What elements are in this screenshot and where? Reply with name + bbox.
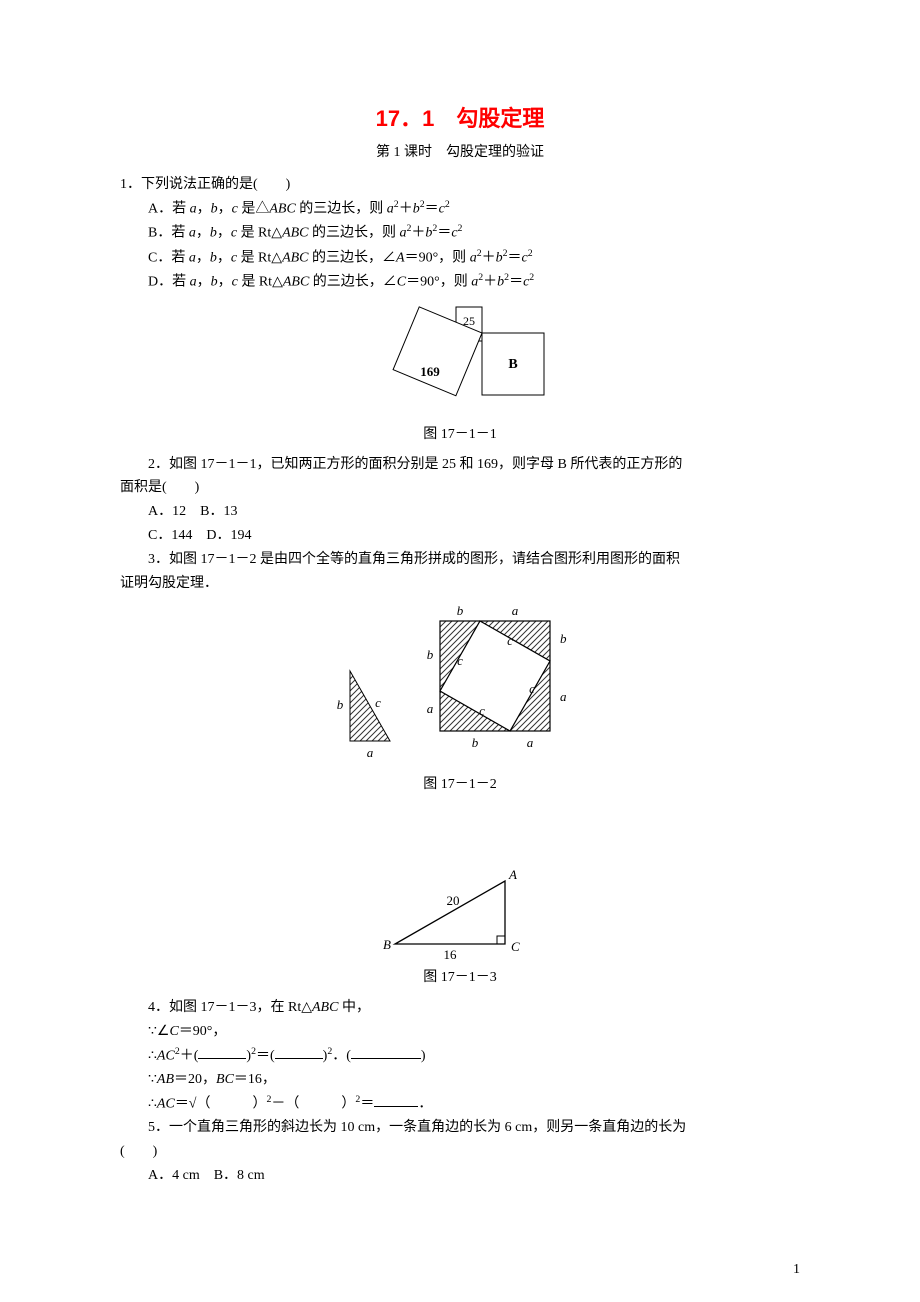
svg-text:20: 20 xyxy=(447,893,460,908)
svg-text:b: b xyxy=(337,697,344,712)
svg-text:c: c xyxy=(529,681,535,696)
svg-text:a: a xyxy=(512,603,519,618)
svg-text:b: b xyxy=(472,735,479,750)
svg-text:b: b xyxy=(427,647,434,662)
svg-text:c: c xyxy=(507,633,513,648)
svg-text:A: A xyxy=(508,869,517,882)
section-title: 17．1 勾股定理 xyxy=(120,100,800,137)
svg-text:a: a xyxy=(527,735,534,750)
q2-stem-line1: 2．如图 17－1－1，已知两正方形的面积分别是 25 和 169，则字母 B … xyxy=(120,453,800,477)
q4-line2: ∵∠C＝90°， xyxy=(120,1020,800,1044)
q1-opt-c: C．若 a，b，c 是 Rt△ABC 的三边长，∠A＝90°，则 a2＋b2＝c… xyxy=(120,246,800,270)
svg-text:a: a xyxy=(427,701,434,716)
fig1-label-B: B xyxy=(508,357,517,372)
svg-text:b: b xyxy=(560,631,567,646)
q3-stem-line1: 3．如图 17－1－2 是由四个全等的直角三角形拼成的图形，请结合图形利用图形的… xyxy=(120,548,800,572)
q2-stem-line2: 面积是( ) xyxy=(120,476,800,500)
q4-line3: ∴AC2＋()2＝()2．() xyxy=(120,1044,800,1068)
q1-stem: 1．下列说法正确的是( ) xyxy=(120,173,800,197)
q1-opt-d: D．若 a，b，c 是 Rt△ABC 的三边长，∠C＝90°，则 a2＋b2＝c… xyxy=(120,270,800,294)
q4-line5: ∴AC＝√（ ）2－（ ）2＝． xyxy=(120,1092,800,1116)
svg-text:a: a xyxy=(560,689,567,704)
svg-text:a: a xyxy=(367,745,374,760)
q5-opts-ab: A．4 cm B．8 cm xyxy=(120,1164,800,1188)
svg-text:c: c xyxy=(479,703,485,718)
q4-blank2[interactable] xyxy=(275,1044,323,1059)
figure-17-1-2-caption: 图 17－1－2 xyxy=(120,773,800,797)
q5-stem-line1: 5．一个直角三角形的斜边长为 10 cm，一条直角边的长为 6 cm，则另一条直… xyxy=(120,1116,800,1140)
q4-blank3[interactable] xyxy=(351,1044,421,1059)
q4-line1: 4．如图 17－1－3，在 Rt△ABC 中， xyxy=(120,996,800,1020)
figure-17-1-3-caption: 图 17－1－3 xyxy=(120,966,800,990)
q4-line4: ∵AB＝20，BC＝16， xyxy=(120,1068,800,1092)
page-number: 1 xyxy=(793,1258,800,1282)
figure-17-1-2: a b c b a b a a b a xyxy=(120,601,800,797)
lesson-subtitle: 第 1 课时 勾股定理的验证 xyxy=(120,141,800,165)
q5-stem-line2: ( ) xyxy=(120,1140,800,1164)
svg-text:16: 16 xyxy=(444,947,458,962)
q3-stem-line2: 证明勾股定理． xyxy=(120,572,800,596)
figure-17-1-1-caption: 图 17－1－1 xyxy=(120,423,800,447)
fig1-label-169: 169 xyxy=(420,364,440,379)
svg-text:C: C xyxy=(511,939,520,954)
figure-17-1-1: 25 B 169 图 17－1－1 xyxy=(120,301,800,447)
q2-opts-cd: C．144 D．194 xyxy=(120,524,800,548)
svg-text:c: c xyxy=(457,653,463,668)
svg-text:B: B xyxy=(383,937,391,952)
figure-17-1-3: A B C 20 16 图 17－1－3 xyxy=(120,869,800,990)
q2-opts-ab: A．12 B．13 xyxy=(120,500,800,524)
svg-text:b: b xyxy=(457,603,464,618)
q1-opt-a: A．若 a，b，c 是△ABC 的三边长，则 a2＋b2＝c2 xyxy=(120,197,800,221)
q1-opt-b: B．若 a，b，c 是 Rt△ABC 的三边长，则 a2＋b2＝c2 xyxy=(120,221,800,245)
q4-blank1[interactable] xyxy=(198,1044,246,1059)
q4-blank4[interactable] xyxy=(374,1092,418,1107)
svg-text:c: c xyxy=(375,695,381,710)
